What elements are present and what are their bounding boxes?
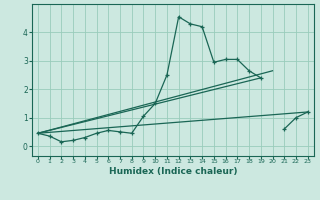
X-axis label: Humidex (Indice chaleur): Humidex (Indice chaleur) bbox=[108, 167, 237, 176]
